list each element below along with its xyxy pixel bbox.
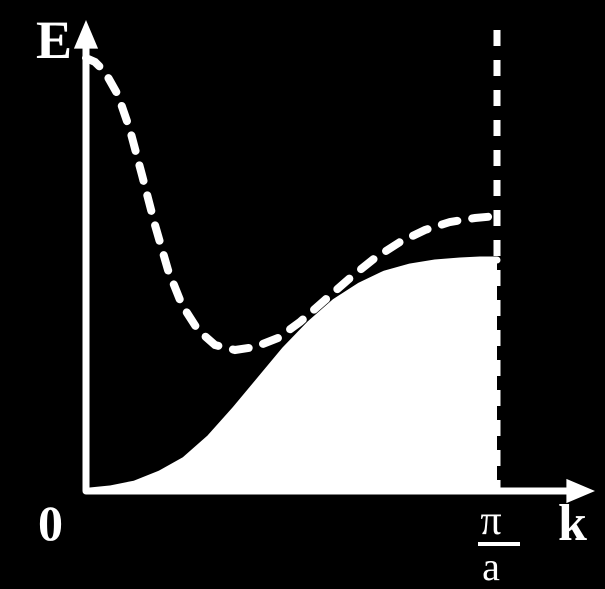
x-axis-label: k bbox=[558, 495, 587, 552]
origin-label: 0 bbox=[38, 495, 63, 551]
plot-background bbox=[0, 0, 605, 589]
pi-over-a-denominator: a bbox=[482, 544, 500, 589]
band-structure-diagram: E 0 k πa bbox=[0, 0, 605, 589]
pi-over-a-numerator: π bbox=[480, 498, 501, 544]
y-axis-label: E bbox=[36, 10, 72, 70]
